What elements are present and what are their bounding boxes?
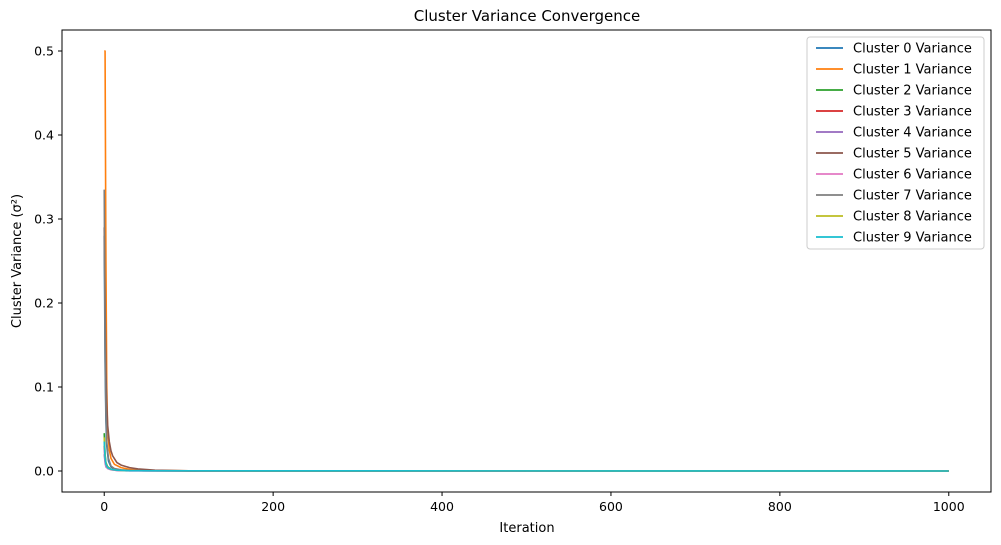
y-tick-label: 0.2 (34, 296, 54, 311)
plot-frame (61, 29, 992, 493)
x-tick-label: 0 (100, 499, 108, 514)
legend-label-cluster-0: Cluster 0 Variance (853, 42, 972, 57)
x-tick-label: 400 (430, 499, 454, 514)
series-line-cluster-3 (103, 445, 949, 472)
series-line-cluster-4 (103, 454, 949, 472)
legend-frame (806, 36, 985, 250)
legend-label-cluster-5: Cluster 5 Variance (853, 147, 972, 162)
y-axis-label: Cluster Variance (σ²) (10, 194, 25, 328)
chart-title: Cluster Variance Convergence (414, 7, 640, 25)
series-line-cluster-2 (103, 433, 949, 472)
legend: Cluster 0 Variance Cluster 1 Variance Clus… (806, 36, 985, 250)
y-tick-label: 0.3 (34, 212, 54, 227)
y-tick-label: 0.5 (34, 44, 54, 59)
series-line-cluster-5 (103, 227, 949, 472)
x-tick-label: 200 (261, 499, 285, 514)
y-tick-label: 0.4 (34, 128, 54, 143)
legend-label-cluster-8: Cluster 8 Variance (853, 210, 972, 225)
legend-label-cluster-2: Cluster 2 Variance (853, 84, 972, 99)
x-tick-label: 1000 (933, 499, 965, 514)
legend-label-cluster-1: Cluster 1 Variance (853, 63, 972, 78)
legend-label-cluster-4: Cluster 4 Variance (853, 126, 972, 141)
legend-label-cluster-6: Cluster 6 Variance (853, 168, 972, 183)
series-line-cluster-9 (103, 441, 949, 472)
x-axis-label: Iteration (499, 521, 554, 536)
y-tick-label: 0.0 (34, 464, 54, 479)
legend-label-cluster-7: Cluster 7 Variance (853, 189, 972, 204)
legend-label-cluster-3: Cluster 3 Variance (853, 105, 972, 120)
series-line-cluster-6 (103, 449, 949, 472)
series-line-cluster-0 (103, 235, 949, 472)
series-line-cluster-8 (103, 437, 949, 472)
tick-layer: 0 200 400 600 800 1000 0.0 0.1 0.2 0.3 0.4 0.5 (34, 44, 965, 515)
x-tick-label: 800 (768, 499, 792, 514)
y-tick-label: 0.1 (34, 380, 54, 395)
series-layer (103, 50, 949, 472)
x-tick-label: 600 (599, 499, 623, 514)
legend-label-cluster-9: Cluster 9 Variance (853, 231, 972, 246)
